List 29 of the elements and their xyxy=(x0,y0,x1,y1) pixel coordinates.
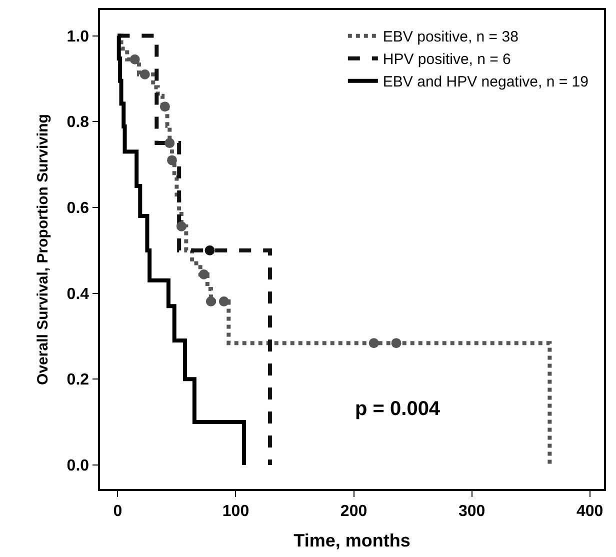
x-tick-label: 100 xyxy=(222,502,250,520)
y-tick-label: 0.6 xyxy=(66,200,90,218)
point xyxy=(391,338,402,348)
point xyxy=(218,296,229,306)
y-tick-label: 0.8 xyxy=(66,114,90,132)
point xyxy=(164,138,175,148)
legend-label: EBV positive, n = 38 xyxy=(382,28,518,46)
point xyxy=(167,155,177,166)
point xyxy=(198,269,209,280)
x-tick-label: 400 xyxy=(576,502,604,520)
y-tick-label: 0.4 xyxy=(66,286,90,303)
x-tick-label: 300 xyxy=(458,502,486,520)
point xyxy=(140,69,150,80)
point xyxy=(206,296,216,306)
point xyxy=(160,102,170,112)
x-axis-title: Time, months xyxy=(294,530,410,551)
y-tick-label: 0.2 xyxy=(66,372,90,389)
point xyxy=(204,245,215,256)
point xyxy=(176,221,186,232)
legend-label: HPV positive, n = 6 xyxy=(382,51,511,68)
x-tick-label: 200 xyxy=(340,502,368,520)
y-tick-label: 0.0 xyxy=(66,458,90,475)
y-axis-title: Overall Survival, Proportion Surviving xyxy=(34,114,52,385)
y-tick-label: 1.0 xyxy=(66,28,90,46)
point xyxy=(130,54,140,64)
legend-label: EBV and HPV negative, n = 19 xyxy=(382,74,588,91)
annotation: p = 0.004 xyxy=(355,398,441,420)
point xyxy=(368,338,379,348)
x-tick-label: 0 xyxy=(113,502,122,520)
